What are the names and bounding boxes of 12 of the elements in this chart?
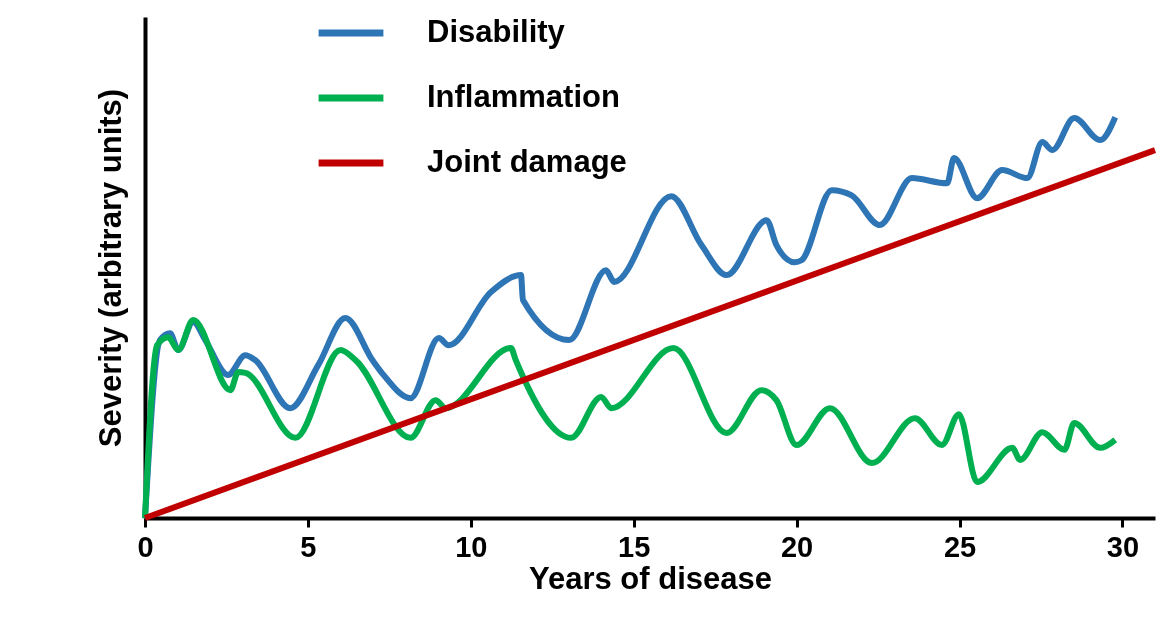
x-tick-label: 25 — [943, 530, 977, 563]
legend-label: Disability — [427, 14, 566, 49]
x-tick-label: 30 — [1106, 530, 1140, 563]
legend-label: Joint damage — [427, 144, 627, 179]
x-tick-label: 15 — [618, 530, 651, 563]
x-tick-label: 5 — [300, 530, 317, 563]
x-axis-title: Years of disease — [529, 560, 772, 596]
y-axis-title: Severity (arbitrary units) — [92, 88, 128, 448]
legend-label: Inflammation — [427, 79, 620, 114]
x-tick-label: 20 — [780, 530, 814, 563]
x-tick-label: 10 — [455, 530, 488, 563]
x-tick-label: 0 — [137, 530, 154, 563]
